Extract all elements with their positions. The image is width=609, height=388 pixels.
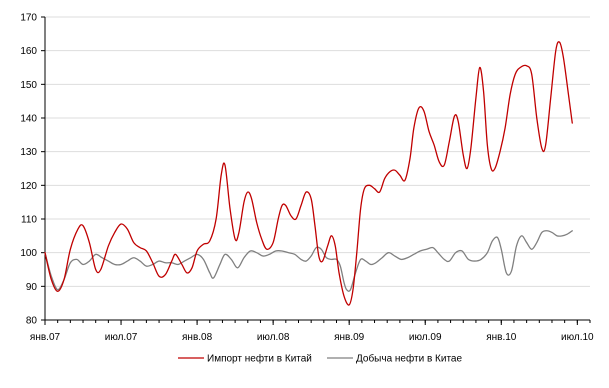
x-tick-label: янв.08: [182, 332, 213, 343]
legend-label-production: Добыча нефти в Китае: [356, 353, 462, 365]
x-tick-label: июл.07: [105, 332, 138, 343]
y-tick-label: 120: [20, 181, 37, 192]
x-tick-label: июл.09: [409, 332, 442, 343]
y-tick-label: 170: [20, 13, 37, 24]
y-tick-label: 110: [21, 215, 37, 226]
x-tick-label: июл.08: [257, 332, 290, 343]
x-tick-label: янв.07: [30, 332, 61, 343]
series-line-production: [44, 230, 573, 292]
y-tick-label: 80: [26, 316, 38, 327]
y-axis-ticks: 80 90 100 110 120 130 140 150 160 170: [20, 13, 45, 327]
axes: [44, 17, 590, 321]
x-tick-label: янв.09: [334, 332, 365, 343]
series-line-import: [44, 41, 573, 306]
y-tick-label: 130: [20, 147, 37, 158]
legend: Импорт нефти в Китай Добыча нефти в Китае: [178, 353, 462, 365]
y-tick-label: 160: [20, 46, 37, 57]
series: [44, 41, 573, 306]
y-tick-label: 150: [20, 80, 37, 91]
x-tick-label: янв.10: [486, 332, 517, 343]
x-tick-label: июл.10: [561, 332, 594, 343]
y-tick-label: 140: [20, 114, 37, 125]
y-tick-label: 90: [26, 282, 38, 293]
legend-label-import: Импорт нефти в Китай: [207, 353, 312, 365]
y-tick-label: 100: [20, 248, 37, 259]
x-axis-ticks: янв.07 июл.07 янв.08 июл.08 янв.09 июл.09 янв.…: [30, 320, 594, 343]
grid: [45, 16, 590, 287]
